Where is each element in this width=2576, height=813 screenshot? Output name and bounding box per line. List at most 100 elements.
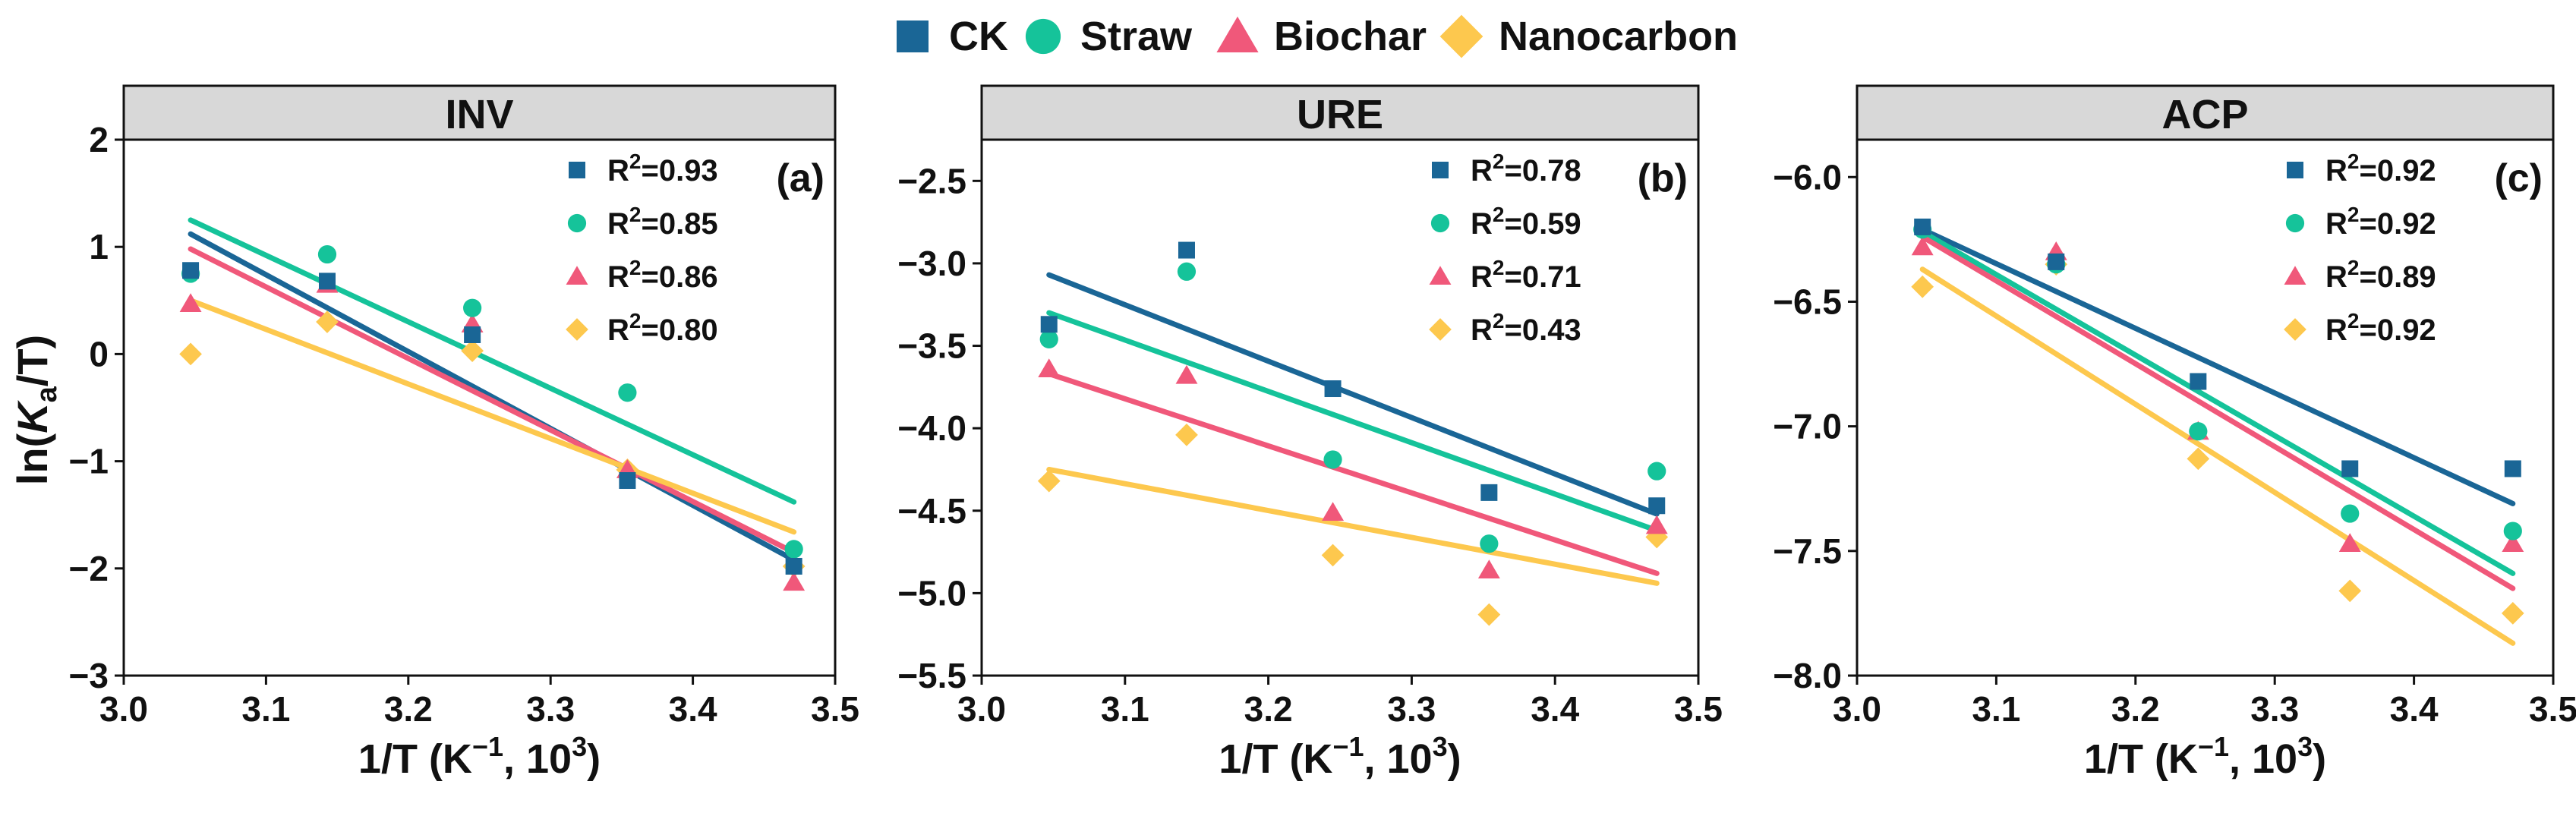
data-point-straw	[463, 298, 482, 317]
x-tick-label: 3.1	[1972, 689, 2020, 729]
legend-marker-nanocarbon	[1439, 14, 1483, 58]
x-tick-label: 3.4	[1531, 689, 1579, 729]
legend-marker-biochar	[1216, 16, 1259, 52]
data-point-straw	[317, 244, 337, 264]
panel-title-box	[122, 84, 837, 141]
x-tick-label: 3.0	[957, 689, 1006, 729]
data-point-nanocarbon	[2338, 579, 2362, 603]
r2-marker-biochar	[566, 266, 588, 285]
plot-frame	[980, 138, 1700, 677]
panel-title: INV	[445, 92, 513, 137]
data-point-nanocarbon	[1175, 423, 1198, 446]
y-tick-label: −4.0	[897, 408, 966, 448]
data-point-nanocarbon	[179, 342, 202, 366]
data-point-biochar	[1322, 502, 1344, 521]
x-tick-label: 3.2	[384, 689, 433, 729]
data-point-straw	[2189, 422, 2208, 441]
data-point-nanocarbon	[1321, 544, 1345, 567]
x-tick-label: 3.3	[2250, 689, 2299, 729]
data-point-biochar	[1911, 236, 1934, 256]
r2-marker-straw	[2285, 213, 2305, 233]
data-point-ck	[464, 326, 481, 343]
r2-marker-ck	[1432, 162, 1449, 178]
x-tick-label: 3.2	[1244, 689, 1293, 729]
data-point-nanocarbon	[316, 310, 339, 333]
fit-line-straw	[1919, 228, 2516, 576]
x-tick-label: 3.5	[811, 689, 859, 729]
panel-ure: URE 3.0 3.1 3.2 3.3 3.4 3.5 −5.5 −5.0 −4.5 −4.0 −3.…	[897, 84, 1723, 782]
legend-marker-ck	[897, 20, 929, 52]
x-tick-label: 3.5	[1674, 689, 1723, 729]
y-axis-label: ln(Ka/T)	[8, 335, 63, 485]
y-tick-label: −3.5	[897, 326, 966, 366]
y-tick-label: −7.0	[1773, 407, 1842, 446]
y-tick-label: −4.5	[897, 491, 966, 531]
r2-label-nanocarbon: R2=0.92	[2325, 309, 2436, 347]
r2-label-biochar: R2=0.86	[607, 256, 718, 294]
fit-line-biochar	[1919, 234, 2516, 591]
r2-label-straw: R2=0.59	[1471, 203, 1581, 241]
x-tick-label: 3.3	[526, 689, 575, 729]
r2-label-ck: R2=0.93	[607, 150, 718, 187]
data-point-ck	[1324, 380, 1342, 398]
x-tick-label: 3.2	[2111, 689, 2160, 729]
r2-marker-nanocarbon	[1429, 318, 1452, 341]
y-tick-label: 2	[89, 120, 109, 159]
y-tick-label: −2.5	[897, 161, 966, 200]
y-tick-label: −3	[69, 656, 109, 695]
r2-marker-ck	[569, 162, 585, 178]
fit-line-ck	[1919, 226, 2516, 506]
fit-line-biochar	[188, 246, 797, 556]
x-tick-label: 3.1	[1101, 689, 1149, 729]
y-tick-label: −2	[69, 549, 109, 588]
x-tick-label: 3.5	[2529, 689, 2576, 729]
panel-inv: INV 3.0 3.1 3.2 3.3 3.4 3.5 −3 −2 −1 0 1 2 1/T (K−1, …	[69, 84, 859, 782]
x-tick-label: 3.3	[1387, 689, 1436, 729]
r2-label-ck: R2=0.92	[2325, 150, 2436, 187]
r2-marker-straw	[1430, 213, 1450, 233]
data-point-ck	[1178, 241, 1195, 259]
plot-frame	[122, 138, 837, 677]
plot-frame	[1856, 138, 2555, 677]
data-point-straw	[1177, 262, 1197, 281]
r2-label-biochar: R2=0.89	[2325, 256, 2436, 294]
legend-label-ck: CK	[949, 14, 1008, 59]
r2-label-biochar: R2=0.71	[1471, 256, 1581, 294]
fit-line-nanocarbon	[1919, 266, 2516, 646]
data-point-biochar	[1038, 358, 1061, 377]
panel-title-box	[1856, 84, 2555, 141]
x-tick-label: 3.4	[669, 689, 717, 729]
legend: CK Straw Biochar Nanocarbon	[897, 14, 1738, 59]
r2-marker-biochar	[1429, 266, 1452, 285]
panel-title-box	[980, 84, 1700, 141]
data-point-nanocarbon	[1477, 603, 1501, 626]
data-point-nanocarbon	[2187, 447, 2210, 471]
y-tick-label: −1	[69, 442, 109, 481]
panel-title: URE	[1297, 92, 1383, 137]
fit-line-straw	[1046, 310, 1660, 534]
data-point-straw	[1323, 450, 1342, 469]
panel-letter: (a)	[776, 156, 825, 200]
fit-line-ck	[188, 231, 797, 563]
data-point-ck	[1480, 484, 1498, 501]
x-axis-label: 1/T (K−1, 103)	[1219, 731, 1461, 782]
legend-label-straw: Straw	[1080, 14, 1193, 59]
data-point-ck	[182, 262, 200, 279]
data-point-ck	[785, 557, 802, 575]
data-point-ck	[318, 273, 336, 290]
x-tick-label: 3.0	[1833, 689, 1881, 729]
data-point-straw	[2503, 522, 2522, 540]
r2-label-nanocarbon: R2=0.43	[1471, 309, 1581, 347]
data-point-ck	[1914, 218, 1931, 235]
data-point-nanocarbon	[1037, 469, 1061, 493]
x-tick-label: 3.0	[99, 689, 148, 729]
r2-label-straw: R2=0.85	[607, 203, 718, 241]
r2-label-nanocarbon: R2=0.80	[607, 309, 718, 347]
data-point-ck	[1648, 497, 1666, 515]
data-point-nanocarbon	[2501, 602, 2524, 625]
panel-acp: ACP 3.0 3.1 3.2 3.3 3.4 3.5 −8.0 −7.5 −7.0 −6.5 −6.…	[1773, 84, 2576, 782]
x-axis-label: 1/T (K−1, 103)	[358, 731, 601, 782]
x-tick-label: 3.1	[241, 689, 290, 729]
r2-marker-nanocarbon	[2284, 318, 2306, 341]
data-point-straw	[1647, 462, 1666, 481]
